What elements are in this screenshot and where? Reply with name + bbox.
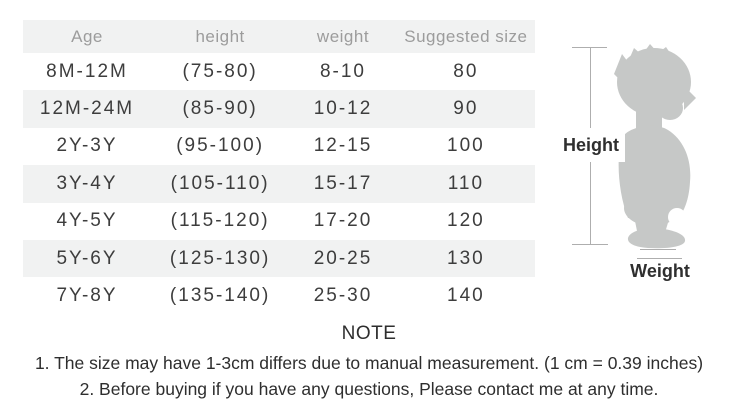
table-cell: 80 bbox=[453, 60, 479, 82]
table-cell: (75-80) bbox=[182, 60, 258, 82]
table-cell: (135-140) bbox=[169, 285, 271, 307]
table-row: 3Y-4Y (105-110) 15-17 110 bbox=[23, 165, 535, 203]
table-cell: 8-10 bbox=[319, 60, 366, 82]
height-ruler-bottom-cap bbox=[572, 244, 608, 245]
table-cell: 25-30 bbox=[313, 285, 373, 307]
table-body: 8M-12M (75-80) 8-10 80 12M-24M (85-90) 1… bbox=[23, 53, 535, 315]
table-cell: 3Y-4Y bbox=[56, 172, 118, 194]
table-row: 8M-12M (75-80) 8-10 80 bbox=[23, 53, 535, 90]
table-cell: 7Y-8Y bbox=[56, 285, 118, 307]
note-section: NOTE 1. The size may have 1-3cm differs … bbox=[0, 322, 738, 402]
table-cell: 100 bbox=[447, 135, 485, 157]
size-table: Age height weight Suggested size 8M-12M … bbox=[23, 20, 535, 315]
table-cell: 140 bbox=[447, 285, 485, 307]
table-cell: 5Y-6Y bbox=[56, 247, 118, 269]
table-cell: (125-130) bbox=[169, 247, 271, 269]
weight-underline bbox=[640, 249, 676, 250]
table-cell: 120 bbox=[447, 210, 485, 232]
table-row: 5Y-6Y (125-130) 20-25 130 bbox=[23, 239, 535, 278]
table-cell: 12-15 bbox=[313, 135, 373, 157]
table-row: 4Y-5Y (115-120) 17-20 120 bbox=[23, 203, 535, 240]
table-cell: 10-12 bbox=[313, 98, 373, 120]
child-boy-silhouette-icon bbox=[614, 44, 696, 249]
table-cell: 2Y-3Y bbox=[56, 135, 118, 157]
table-cell: 90 bbox=[453, 98, 479, 120]
table-cell: (95-100) bbox=[176, 135, 265, 157]
table-cell: 17-20 bbox=[313, 210, 373, 232]
height-ruler-top-cap bbox=[572, 47, 607, 48]
table-cell: (115-120) bbox=[170, 210, 270, 232]
height-dimension-label: Height bbox=[557, 128, 625, 162]
table-cell: (105-110) bbox=[170, 172, 270, 194]
table-cell: 110 bbox=[447, 172, 485, 194]
table-row: 12M-24M (85-90) 10-12 90 bbox=[23, 90, 535, 128]
table-header-row: Age height weight Suggested size bbox=[23, 20, 535, 53]
weight-dimension-label: Weight bbox=[630, 261, 690, 281]
table-cell: 4Y-5Y bbox=[56, 210, 118, 232]
table-cell: 8M-12M bbox=[46, 60, 128, 82]
measurement-figure: Height Weight bbox=[555, 40, 738, 295]
table-cell: 15-17 bbox=[313, 172, 373, 194]
table-row: 2Y-3Y (95-100) 12-15 100 bbox=[23, 128, 535, 165]
column-header-weight: weight bbox=[316, 26, 370, 46]
table-cell: 130 bbox=[447, 247, 485, 269]
table-row: 7Y-8Y (135-140) 25-30 140 bbox=[23, 277, 535, 314]
table-cell: 12M-24M bbox=[39, 98, 135, 120]
note-title: NOTE bbox=[341, 323, 397, 344]
column-header-age: Age bbox=[71, 26, 103, 46]
table-cell: 20-25 bbox=[313, 247, 373, 269]
column-header-height: height bbox=[195, 26, 245, 46]
note-line-2: 2. Before buying if you have any questio… bbox=[79, 379, 659, 399]
note-line-1: 1. The size may have 1-3cm differs due t… bbox=[34, 353, 704, 373]
weight-underline bbox=[637, 258, 682, 259]
table-cell: (85-90) bbox=[182, 98, 258, 120]
column-header-suggested-size: Suggested size bbox=[404, 26, 528, 46]
